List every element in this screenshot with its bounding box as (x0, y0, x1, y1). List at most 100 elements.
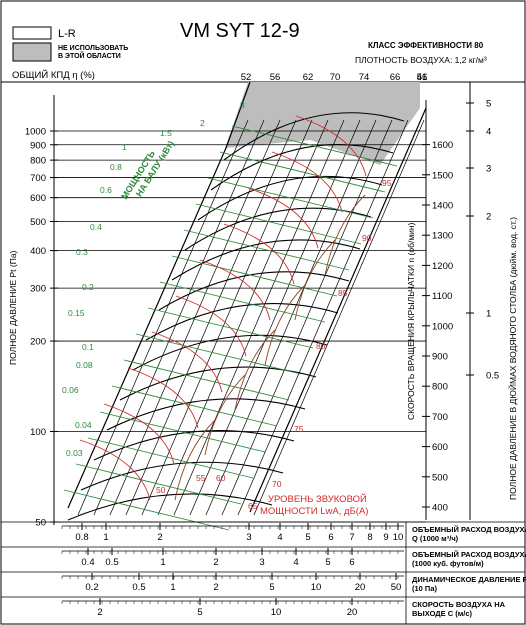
power-label: 0.1 (82, 342, 94, 352)
power-line (111, 385, 278, 427)
speed-tick-label: 1000 (432, 321, 453, 332)
speed-tick-label: 1400 (432, 201, 453, 212)
speed-tick-label: 500 (432, 472, 448, 483)
legend-not-used-box (12, 42, 52, 62)
bottom-tick-label: 50 (391, 582, 402, 593)
efficiency-curve (324, 194, 366, 276)
efficiency-curve (204, 374, 246, 456)
pressure-tick-label: 900 (30, 140, 46, 151)
inches-tick-label: 1 (486, 309, 491, 320)
efficiency-curve (264, 284, 306, 366)
power-label: 0.08 (76, 360, 93, 370)
efficiency-tick-label: 56 (270, 72, 281, 83)
speed-curve (197, 175, 383, 221)
speed-tick-label: 800 (432, 382, 448, 393)
power-line (63, 489, 230, 531)
efficiency-class: КЛАСС ЭФФЕКТИВНОСТИ 80 (368, 41, 484, 50)
pressure-tick-label: 400 (30, 246, 46, 257)
sound-curve (151, 331, 223, 393)
power-label: 1 (122, 142, 127, 152)
power-line (87, 437, 254, 479)
power-line (183, 229, 350, 271)
sound-label: 50 (156, 485, 166, 495)
speed-curve (210, 144, 394, 191)
pressure-tick-label: 1000 (25, 127, 46, 138)
pressure-axis: 50 100 200 300 400 500 600 700 800 900 1000 (25, 95, 58, 529)
efficiency-curve (174, 419, 216, 501)
bottom-tick-label: 0.2 (85, 582, 98, 593)
power-line (231, 125, 398, 167)
power-label: 0.15 (68, 308, 85, 318)
bottom-tick-label: 2 (157, 532, 162, 543)
inches-tick-label: 0.5 (486, 371, 499, 382)
bottom-tick-label: 2 (213, 557, 218, 568)
bottom-tick-label: 0.5 (132, 582, 145, 593)
power-label: 0.06 (62, 385, 79, 395)
sound-label: 80 (316, 341, 326, 351)
sound-curve (79, 439, 151, 501)
sound-axis-label: УРОВЕНЬ ЗВУКОВОЙ МОЩНОСТИ LwA, дБ(A) (260, 493, 369, 517)
bottom-tick-label: 10 (311, 582, 322, 593)
speed-curve (184, 207, 372, 251)
power-line (195, 203, 362, 245)
power-label: 0.8 (110, 162, 122, 172)
speed-tick-label: 700 (432, 412, 448, 423)
bottom-tick-label: 5 (197, 607, 202, 618)
bottom-tick-label: 2 (97, 607, 102, 618)
speed-curve (158, 271, 350, 311)
power-label: 2 (200, 118, 205, 128)
pressure-tick-label: 700 (30, 173, 46, 184)
power-label: 0.2 (82, 282, 94, 292)
flow-line (77, 119, 249, 516)
efficiency-curve (294, 239, 336, 321)
power-labels: 0.03 0.04 0.06 0.08 0.1 0.15 0.2 0.3 0.4 0.6 0.81 1… (62, 100, 245, 458)
inches-axis-label: ПОЛНОЕ ДАВЛЕНИЕ В ДЮЙМАХ ВОДЯНОГО СТОЛБА… (507, 217, 518, 500)
performance-curves (63, 81, 427, 531)
flow-line (237, 119, 409, 516)
inches-tick-label: 4 (486, 127, 491, 138)
sound-label: 60 (216, 473, 226, 483)
sound-label: 75 (294, 424, 304, 434)
bottom-tick-label: 0.4 (81, 557, 94, 568)
bottom-tick-label: 5 (269, 582, 274, 593)
bottom-tick-label: 0.8 (75, 532, 88, 543)
power-label: 0.04 (75, 420, 92, 430)
power-label: 0.3 (76, 247, 88, 257)
bottom-tick-label: 3 (259, 557, 264, 568)
power-label: 0.6 (100, 185, 112, 195)
pressure-tick-label: 500 (30, 217, 46, 228)
bottom-tick-label: 1 (170, 582, 175, 593)
model-title: VM SYT 12-9 (180, 20, 300, 42)
bottom-tick-label: 20 (355, 582, 366, 593)
pressure-axis-label: ПОЛНОЕ ДАВЛЕНИЕ Pt (Па) (8, 250, 18, 365)
bottom-tick-label: 10 (271, 607, 282, 618)
forbidden-zone (225, 82, 420, 165)
sound-curve (175, 295, 247, 357)
speed-tick-label: 1600 (432, 140, 453, 151)
sound-curve (127, 367, 199, 429)
efficiency-label: ОБЩИЙ КПД η (%) (12, 69, 95, 81)
flow-line (93, 119, 265, 516)
bottom-scale-label: ДИНАМИЧЕСКОЕ ДАВЛЕНИЕ Pd (10 Па) (412, 575, 526, 593)
efficiency-tick-label: 41 (417, 72, 428, 83)
speed-tick-label: 1300 (432, 231, 453, 242)
pressure-tick-label: 50 (35, 518, 46, 529)
efficiency-tick-label: 62 (303, 72, 314, 83)
speed-curve (80, 461, 284, 491)
speed-curve (171, 239, 361, 281)
bottom-scale-label: ОБЪЕМНЫЙ РАСХОД ВОЗДУХА Q (1000 м³/ч) (412, 525, 526, 543)
sound-label: 90 (362, 233, 372, 243)
speed-axis: 400 500 600 700 800 900 1000 1100 1200 1300 1400 15… (422, 140, 453, 514)
bottom-tick-label: 7 (349, 532, 354, 543)
speed-axis-label: СКОРОСТЬ ВРАЩЕНИЯ КРЫЛЬЧАТКИ n (об/мин) (406, 222, 416, 420)
sound-label: 85 (338, 288, 348, 298)
power-line (75, 463, 242, 505)
bottom-scales: 0.8 1 2 3 4 5 6 7 8 9 10 ОБЪЕМНЫЙ РАСХОД ВОЗДУХА Q (… (1, 521, 526, 624)
sound-curve (199, 259, 271, 321)
bottom-tick-label: 8 (367, 532, 372, 543)
speed-tick-label: 900 (432, 352, 448, 363)
speed-tick-label: 1200 (432, 261, 453, 272)
pressure-tick-label: 800 (30, 156, 46, 167)
